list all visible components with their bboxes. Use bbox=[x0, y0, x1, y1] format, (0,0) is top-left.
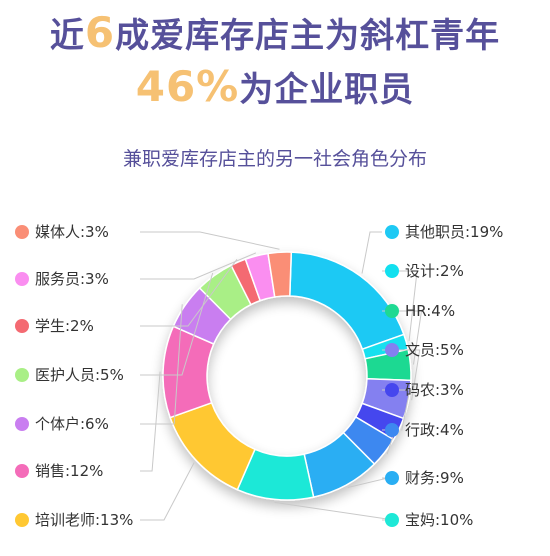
legend-swatch bbox=[15, 417, 29, 431]
legend-swatch bbox=[15, 319, 29, 333]
legend-label: 设计:2% bbox=[405, 262, 464, 280]
legend-item: 销售:12% bbox=[15, 462, 103, 480]
leader-line bbox=[274, 501, 395, 521]
legend-swatch bbox=[385, 343, 399, 357]
legend-item: 码农:3% bbox=[385, 381, 464, 399]
slice-媒体人 bbox=[267, 251, 293, 298]
legend-label: 其他职员:19% bbox=[405, 223, 503, 241]
headline-line-1-suffix: 成爱库存店主为斜杠青年 bbox=[115, 16, 501, 56]
legend-item: HR:4% bbox=[385, 302, 455, 320]
legend-label: 医护人员:5% bbox=[35, 366, 124, 384]
legend-item: 媒体人:3% bbox=[15, 223, 109, 241]
leader-line bbox=[140, 371, 161, 472]
donut-ring bbox=[162, 251, 412, 501]
legend-swatch bbox=[385, 264, 399, 278]
legend-label: 文员:5% bbox=[405, 341, 464, 359]
legend-label: 培训老师:13% bbox=[35, 511, 133, 529]
legend-swatch bbox=[15, 513, 29, 527]
headline-line-1-prefix: 近 bbox=[49, 16, 85, 56]
leader-line bbox=[140, 272, 214, 376]
legend-item: 宝妈:10% bbox=[385, 511, 473, 529]
legend-label: 媒体人:3% bbox=[35, 223, 109, 241]
legend-label: 服务员:3% bbox=[35, 270, 109, 288]
legend-swatch bbox=[15, 272, 29, 286]
legend-swatch bbox=[385, 383, 399, 397]
legend-label: HR:4% bbox=[405, 302, 455, 320]
legend-label: 学生:2% bbox=[35, 317, 94, 335]
legend-item: 行政:4% bbox=[385, 421, 464, 439]
legend-swatch bbox=[15, 464, 29, 478]
legend-item: 财务:9% bbox=[385, 469, 464, 487]
legend-swatch bbox=[385, 304, 399, 318]
legend-item: 设计:2% bbox=[385, 262, 464, 280]
leader-line bbox=[140, 231, 280, 250]
headline-line-1: 近6成爱库存店主为斜杠青年 bbox=[0, 8, 550, 57]
legend-item: 培训老师:13% bbox=[15, 511, 133, 529]
legend-swatch bbox=[385, 513, 399, 527]
legend-item: 服务员:3% bbox=[15, 270, 109, 288]
legend-swatch bbox=[15, 225, 29, 239]
leader-line bbox=[140, 304, 183, 425]
legend-swatch bbox=[385, 423, 399, 437]
legend-label: 个体户:6% bbox=[35, 415, 109, 433]
legend-item: 文员:5% bbox=[385, 341, 464, 359]
legend-swatch bbox=[385, 225, 399, 239]
legend-label: 行政:4% bbox=[405, 421, 464, 439]
legend-item: 学生:2% bbox=[15, 317, 94, 335]
leader-line bbox=[140, 258, 238, 327]
legend-item: 个体户:6% bbox=[15, 415, 109, 433]
chart-title: 兼职爱库存店主的另一社会角色分布 bbox=[122, 148, 427, 170]
leader-line bbox=[140, 462, 195, 521]
headline-line-1-highlight: 6 bbox=[84, 8, 116, 57]
legend-swatch bbox=[15, 368, 29, 382]
headline-line-2-suffix: 为企业职员 bbox=[239, 70, 415, 110]
headline-line-2-highlight: 46% bbox=[135, 62, 240, 111]
legend-label: 销售:12% bbox=[35, 462, 103, 480]
slice-培训老师 bbox=[169, 401, 256, 491]
legend-item: 医护人员:5% bbox=[15, 366, 124, 384]
legend-label: 码农:3% bbox=[405, 381, 464, 399]
legend-item: 其他职员:19% bbox=[385, 223, 503, 241]
legend-label: 宝妈:10% bbox=[405, 511, 473, 529]
legend-swatch bbox=[385, 471, 399, 485]
legend-label: 财务:9% bbox=[405, 469, 464, 487]
leader-line bbox=[361, 231, 382, 274]
headline-line-2: 46%为企业职员 bbox=[0, 62, 550, 111]
